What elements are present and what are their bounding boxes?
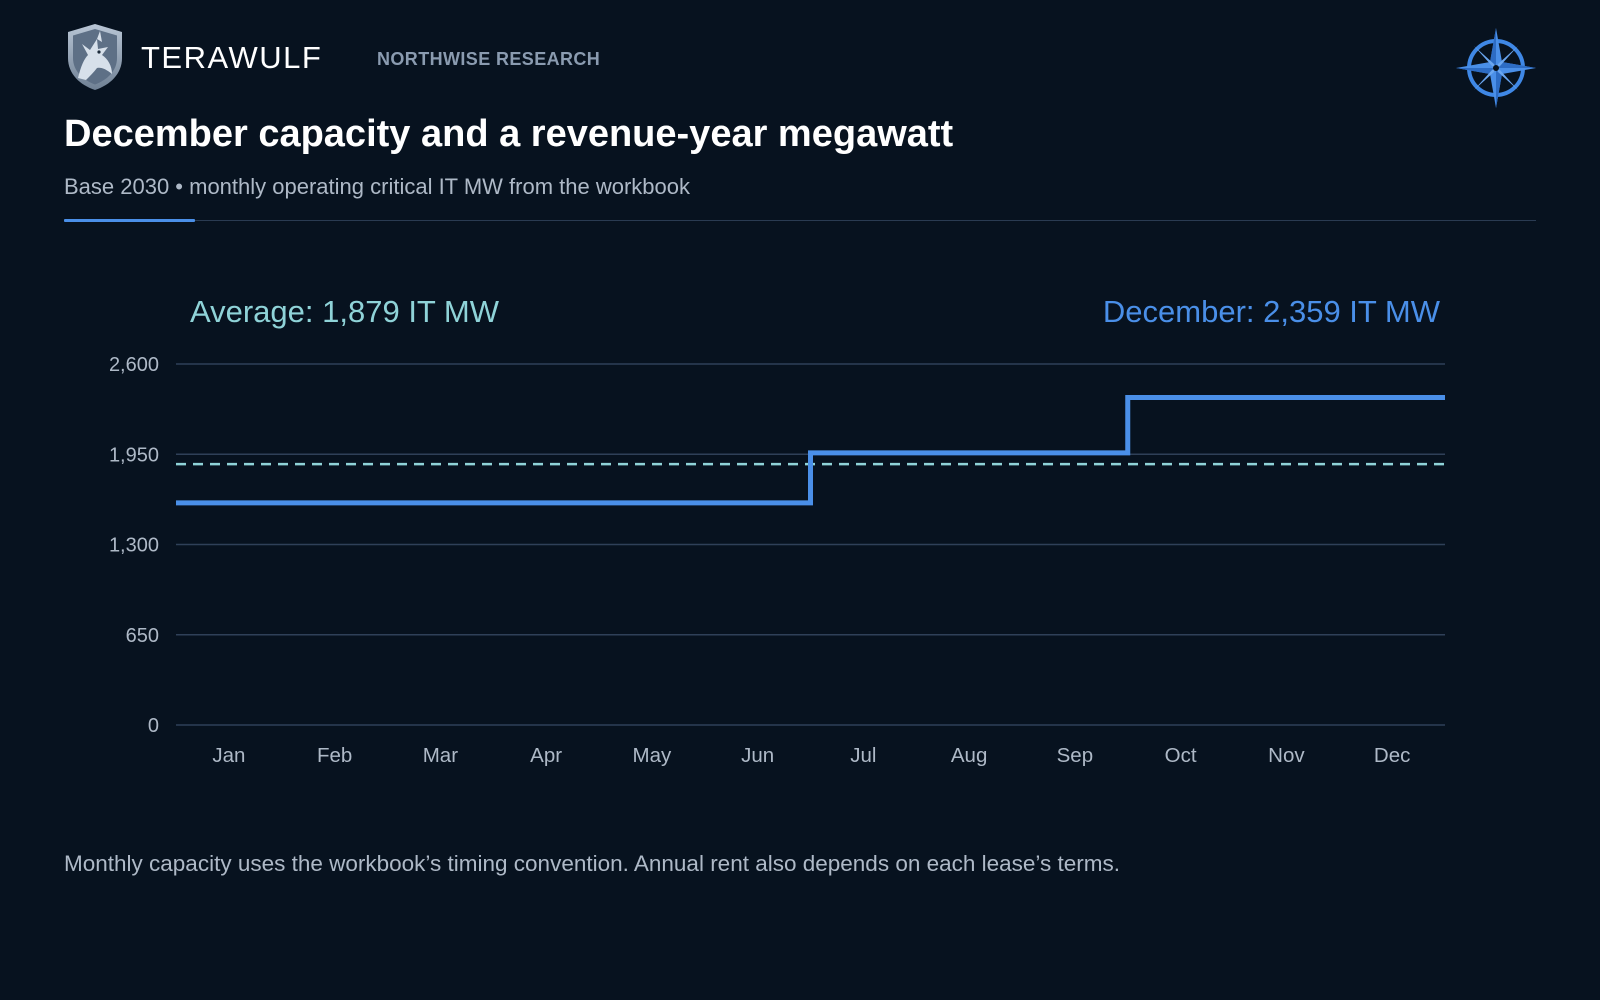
page-title: December capacity and a revenue-year meg…: [64, 113, 954, 155]
wolf-shield-icon: [68, 24, 122, 90]
x-tick-label: Apr: [530, 744, 562, 767]
december-annotation: December: 2,359 IT MW: [1103, 294, 1441, 329]
y-tick-label: 0: [148, 715, 159, 737]
x-tick-label: Jun: [741, 744, 774, 767]
y-tick-label: 650: [126, 625, 159, 647]
x-tick-label: Sep: [1057, 744, 1093, 767]
header: TERAWULF NORTHWISE RESEARCH: [0, 0, 1600, 110]
brand-name: TERAWULF: [141, 40, 323, 75]
average-annotation: Average: 1,879 IT MW: [190, 294, 500, 329]
y-tick-label: 1,950: [109, 444, 159, 466]
y-tick-label: 2,600: [109, 354, 159, 376]
x-tick-label: Feb: [317, 744, 352, 767]
page-subtitle: Base 2030 • monthly operating critical I…: [64, 174, 691, 199]
footnote: Monthly capacity uses the workbook’s tim…: [64, 851, 1121, 876]
x-tick-label: Aug: [951, 744, 987, 767]
y-tick-label: 1,300: [109, 535, 159, 557]
divider: [64, 220, 1536, 221]
x-tick-label: Jul: [850, 744, 876, 767]
divider-accent: [64, 219, 195, 222]
x-tick-label: Oct: [1165, 744, 1197, 767]
compass-rose-icon: [1456, 28, 1536, 108]
publisher-name: NORTHWISE RESEARCH: [377, 49, 601, 69]
x-tick-label: Nov: [1268, 744, 1305, 767]
x-tick-label: Jan: [212, 744, 245, 767]
series-step-line: [176, 394, 1445, 506]
x-tick-label: Dec: [1374, 744, 1410, 767]
x-tick-label: May: [633, 744, 672, 767]
x-tick-label: Mar: [423, 744, 458, 767]
